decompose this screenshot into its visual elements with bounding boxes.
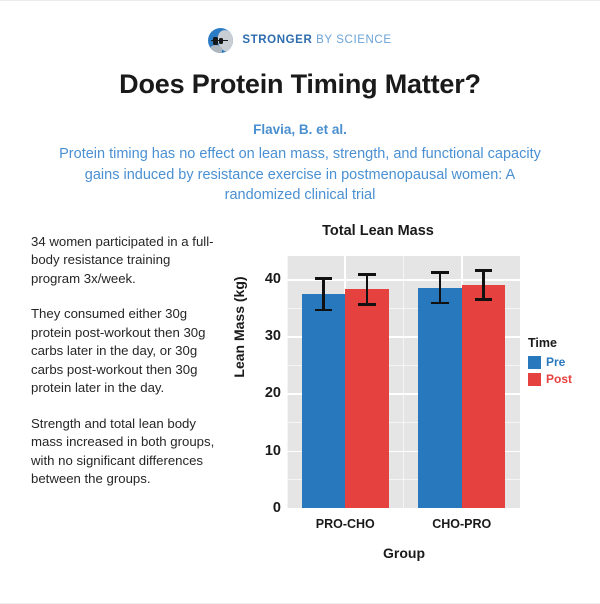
- summary-paragraph: They consumed either 30g protein post-wo…: [31, 306, 206, 396]
- summary-paragraph: 34 women participated in a full-body res…: [31, 234, 214, 286]
- x-axis-title: Group: [383, 545, 425, 561]
- error-bar-stem: [365, 274, 369, 305]
- error-bar-cap-upper: [431, 271, 449, 274]
- total-lean-mass-chart: Total Lean Mass Lean Mass (kg) Group 0 10…: [228, 223, 600, 578]
- error-bar-cap-upper: [474, 269, 493, 272]
- error-bar-stem: [482, 270, 485, 300]
- error-bar-cap-lower: [314, 308, 333, 312]
- plot-panel: 0 10 20 30 40 PRO-CHO CHO-PRO: [265, 250, 521, 531]
- bar-pro-cho-pre: [301, 294, 346, 508]
- brand-header: STRONGER BY SCIENCE: [0, 28, 600, 53]
- legend-label-post: Post: [546, 372, 573, 386]
- error-bar-cap-upper: [358, 273, 376, 276]
- stronger-by-science-logo-icon: [208, 28, 234, 53]
- brand-name-strong: STRONGER: [242, 33, 313, 46]
- error-bar-cap-upper: [314, 277, 333, 280]
- error-bar-cap-lower: [431, 301, 449, 305]
- legend-title: Time: [528, 336, 557, 350]
- gridline-minor: [287, 250, 520, 252]
- brand-wordmark: STRONGER BY SCIENCE: [242, 33, 392, 47]
- bar-pro-cho-post: [345, 288, 389, 508]
- error-bar-cap-lower: [474, 298, 493, 301]
- chart-legend: Time Pre Post: [528, 336, 598, 389]
- legend-item-post: Post: [528, 372, 598, 386]
- error-bar-cap-lower: [358, 303, 376, 306]
- error-bar-stem: [322, 278, 325, 310]
- gridline-major: [287, 508, 520, 510]
- chart-title: Total Lean Mass: [322, 223, 434, 239]
- legend-label-pre: Pre: [546, 355, 566, 369]
- y-axis-tick-label: 40: [264, 270, 281, 287]
- summary-paragraph: Strength and total lean body mass increa…: [31, 415, 215, 487]
- legend-swatch-pre: [528, 355, 541, 369]
- legend-swatch-post: [528, 372, 541, 386]
- x-axis-tick-label: PRO-CHO: [315, 517, 375, 531]
- summary-text: 34 women participated in a full-body res…: [31, 233, 221, 489]
- bar-cho-pro-post: [461, 285, 506, 508]
- bar-cho-pro-pre: [418, 288, 462, 508]
- study-authors: Flavia, B. et al.: [253, 122, 347, 137]
- x-axis-tick-label: CHO-PRO: [432, 517, 492, 531]
- y-axis-title: Lean Mass (kg): [231, 276, 247, 378]
- gridline-vertical-minor: [519, 256, 521, 508]
- error-bar-stem: [438, 272, 442, 303]
- gridline-vertical-minor: [286, 256, 288, 508]
- y-axis-tick-label: 10: [264, 442, 281, 459]
- legend-item-pre: Pre: [528, 355, 598, 369]
- y-axis-tick-label: 0: [272, 500, 281, 516]
- y-axis-tick-label: 20: [264, 385, 281, 402]
- study-title: Protein timing has no effect on lean mas…: [59, 146, 541, 204]
- gridline-vertical-minor: [403, 256, 404, 508]
- page-title: Does Protein Timing Matter?: [119, 69, 481, 99]
- y-axis-tick-label: 30: [264, 328, 281, 345]
- brand-name-light-text: BY SCIENCE: [316, 33, 392, 46]
